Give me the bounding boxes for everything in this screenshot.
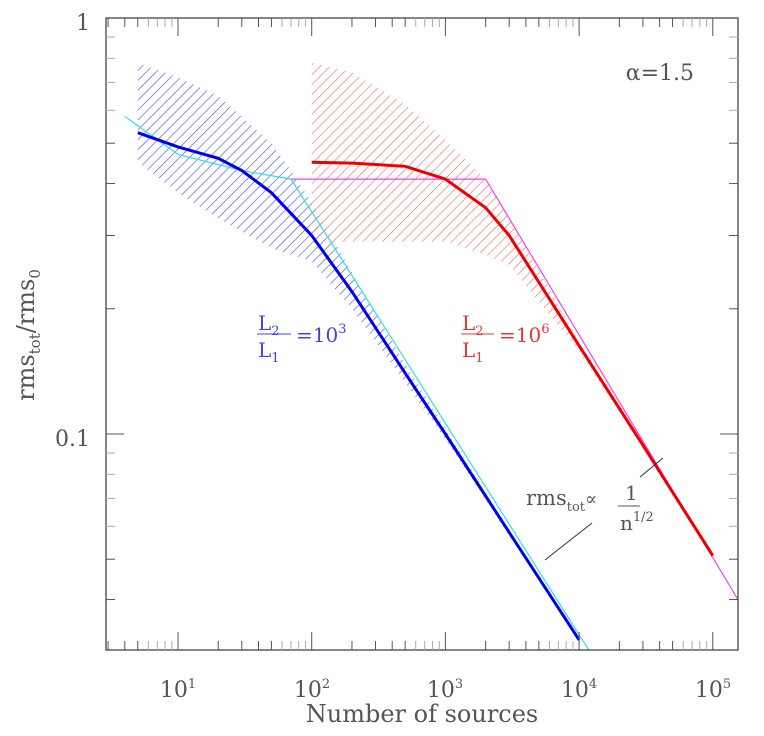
blue-median-line xyxy=(137,131,581,641)
red-spread-band xyxy=(311,62,713,560)
alpha-annotation: α=1.5 xyxy=(626,61,694,86)
x-tick-label-1: 101 xyxy=(160,677,196,703)
scaling-law-annotation: rmstot∝ 1 n1/2 xyxy=(526,457,664,561)
svg-text:L1: L1 xyxy=(258,338,280,366)
red-median-line xyxy=(311,160,715,557)
x-tick-label-2: 102 xyxy=(294,677,330,703)
svg-text:n1/2: n1/2 xyxy=(620,510,654,535)
pointer-line-blue xyxy=(544,522,593,561)
svg-text:L1: L1 xyxy=(462,338,484,366)
x-tick-labels: 101 102 103 104 105 xyxy=(160,677,731,703)
x-axis-label: Number of sources xyxy=(306,700,539,728)
svg-text:=106: =106 xyxy=(499,322,550,347)
svg-text:=103: =103 xyxy=(296,322,347,347)
plot-area xyxy=(124,62,738,650)
axes-frame xyxy=(105,17,739,651)
y-tick-label-0.1: 0.1 xyxy=(55,427,90,452)
red-analytic-line xyxy=(291,178,738,600)
y-tick-label-1: 1 xyxy=(76,11,90,36)
svg-text:1: 1 xyxy=(625,481,638,505)
axis-ticks xyxy=(106,18,738,650)
x-tick-label-3: 103 xyxy=(427,677,463,703)
blue-spread-band xyxy=(137,62,580,641)
x-tick-label-4: 104 xyxy=(561,677,597,703)
y-axis-label: rmstot/rms0 xyxy=(12,269,44,401)
red-ratio-label: L2 L1 =106 xyxy=(461,311,550,366)
blue-ratio-label: L2 L1 =103 xyxy=(257,311,347,366)
pointer-line-red xyxy=(639,457,664,478)
svg-text:L2: L2 xyxy=(462,311,484,339)
x-tick-label-5: 105 xyxy=(695,677,731,703)
svg-text:rmstot∝: rmstot∝ xyxy=(526,486,597,515)
svg-text:L2: L2 xyxy=(258,311,280,339)
